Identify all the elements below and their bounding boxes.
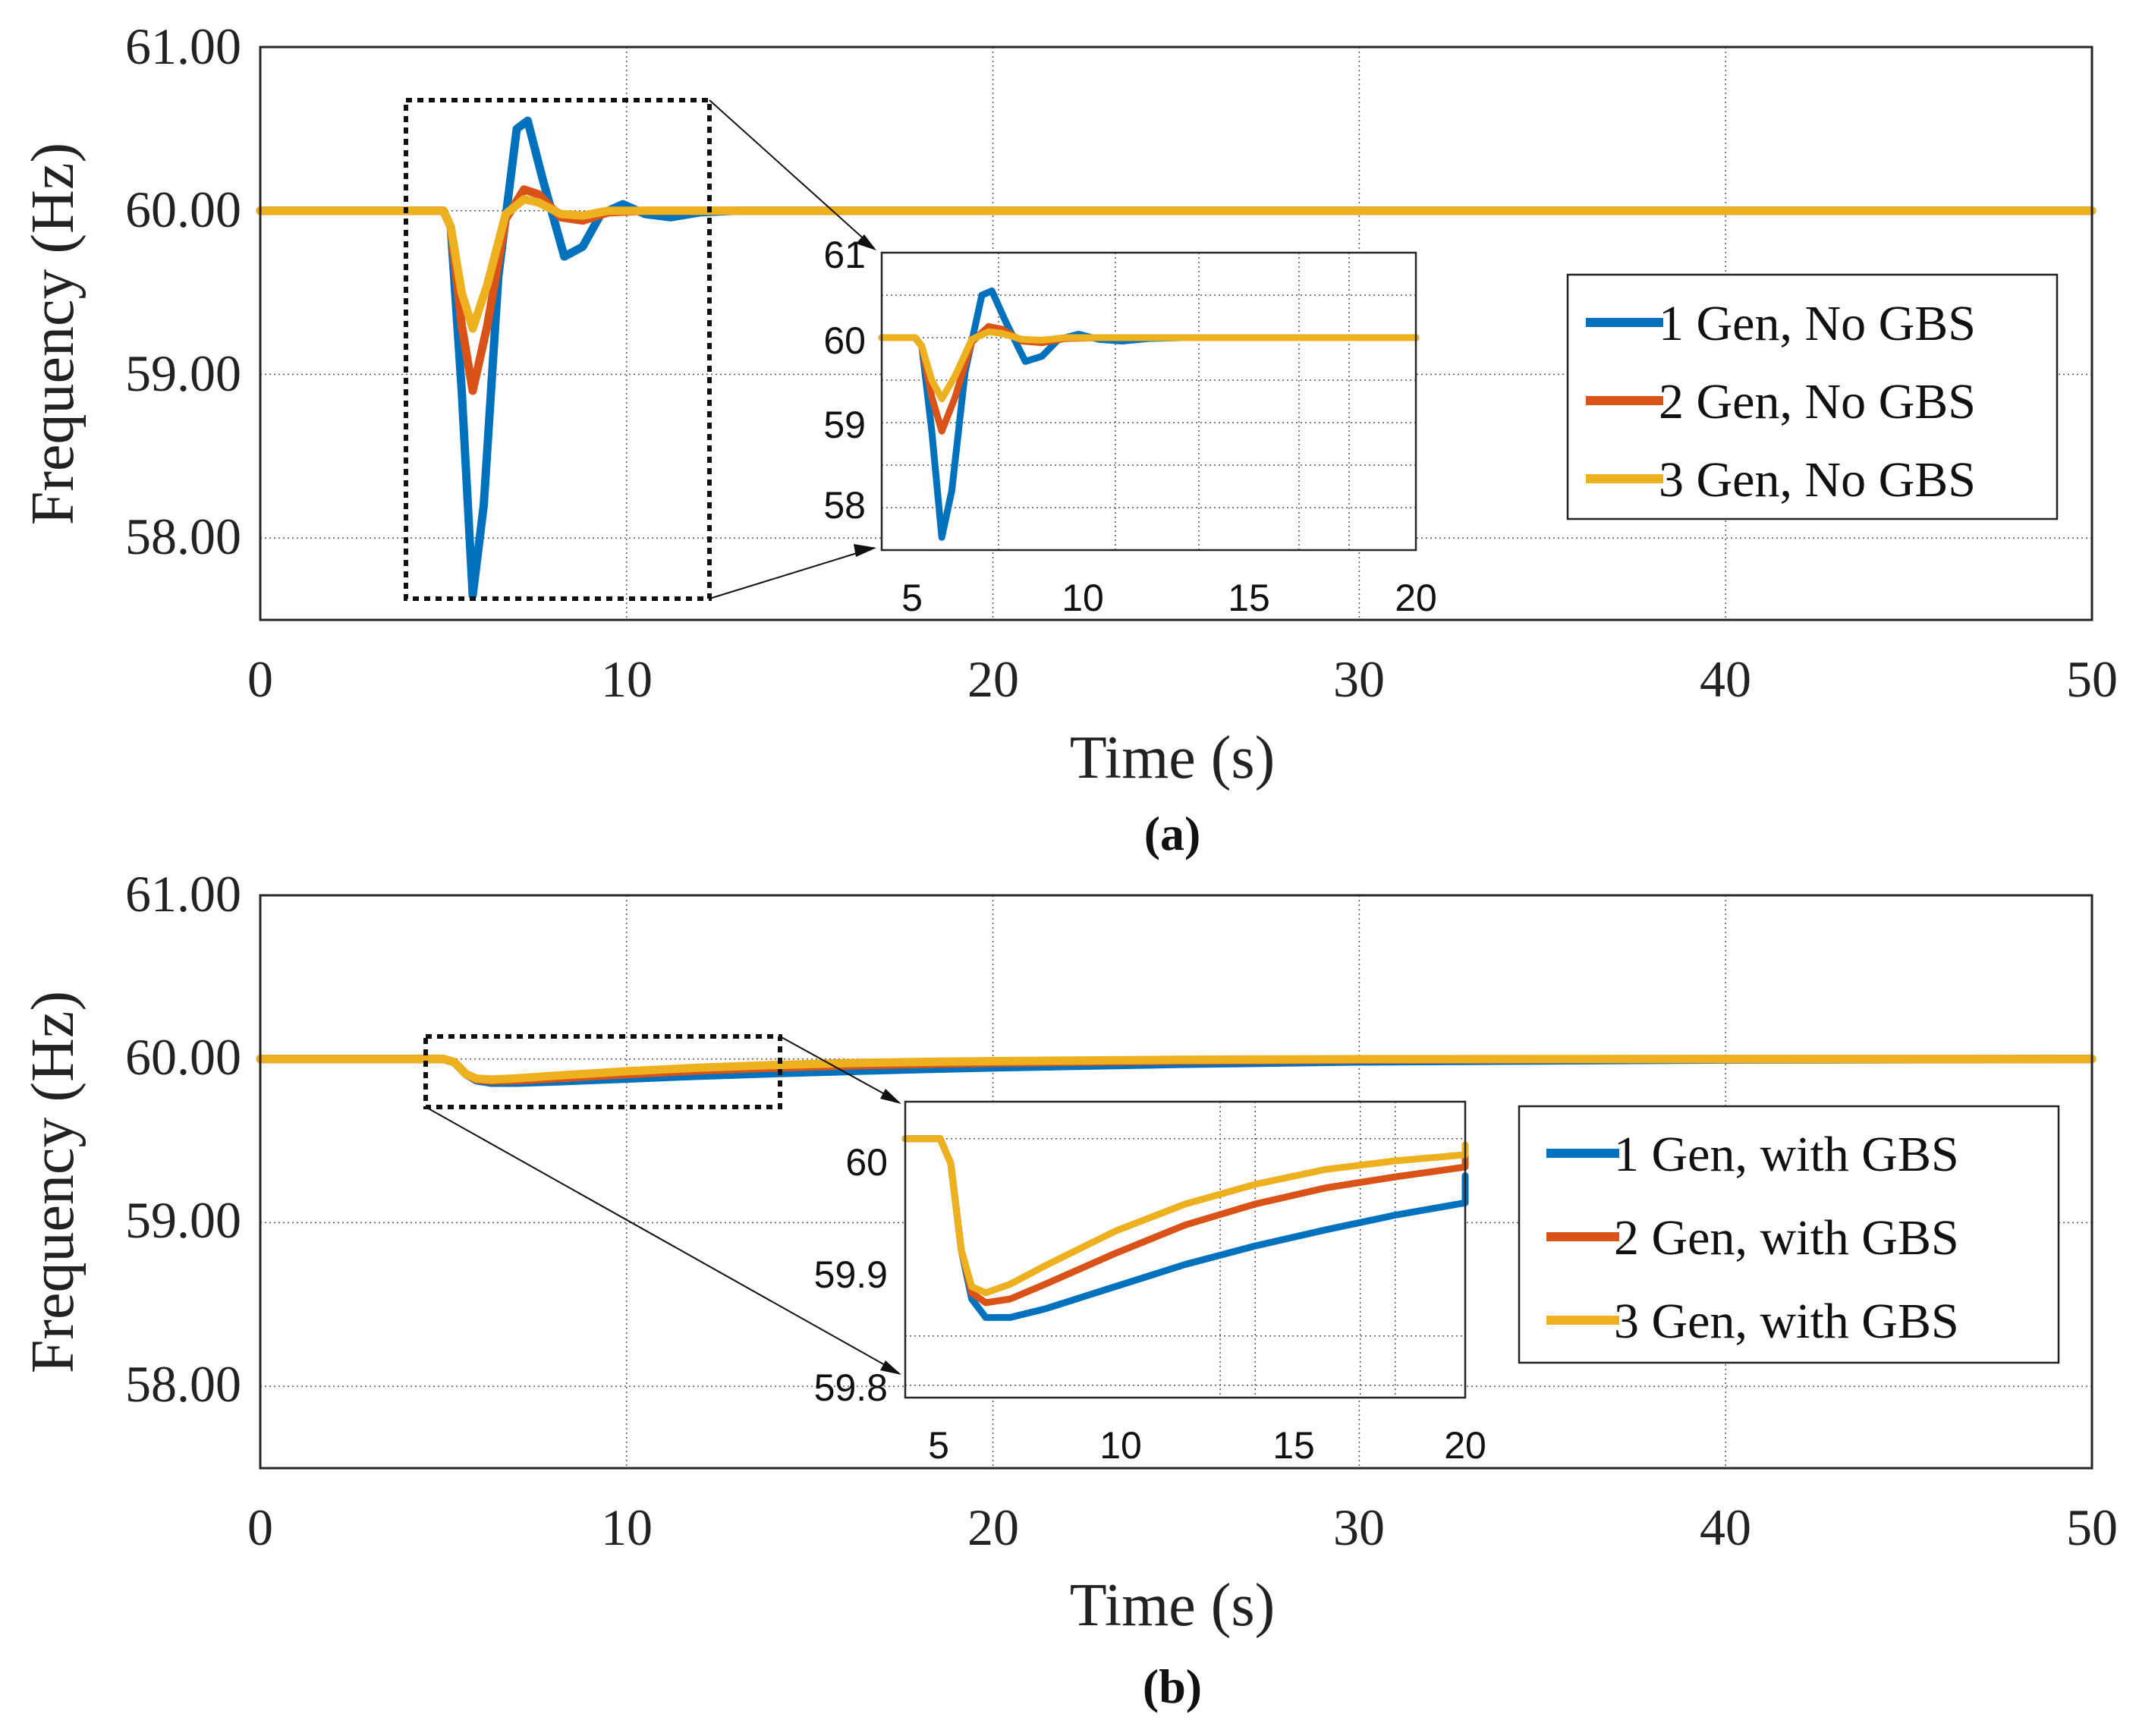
panel-b-inset-grid [905, 1102, 1465, 1398]
panel-b-xtick: 50 [2066, 1499, 2118, 1556]
panel-b-ylabel: Frequency (Hz) [20, 991, 87, 1373]
panel-a-caption: (a) [1144, 807, 1201, 860]
panel-b-connector-line [425, 1106, 899, 1373]
panel-a-series-line-3 [256, 195, 2097, 333]
panel-a-ytick: 59.00 [125, 344, 241, 402]
panel-b-series-line-3 [256, 1055, 2097, 1084]
panel-a-inset-xtick: 10 [1062, 577, 1104, 619]
panel-a-xtick: 50 [2066, 650, 2118, 708]
panel-a-ylabel: Frequency (Hz) [20, 143, 87, 525]
panel-a-connector-line [709, 99, 875, 249]
panel-a-legend-label-3: 3 Gen, No GBS [1659, 452, 1976, 508]
panel-b-connector-line [779, 1036, 899, 1102]
panel-b-xtick: 30 [1333, 1499, 1385, 1556]
panel-a-ytick: 58.00 [125, 508, 241, 565]
panel-a-inset-xtick: 5 [901, 577, 923, 619]
panel-b-inset-frame [904, 1100, 1467, 1399]
panel-b-legend-label-2: 2 Gen, with GBS [1614, 1210, 1959, 1266]
panel-a-legend-label-2: 2 Gen, No GBS [1659, 374, 1976, 429]
panel-b-inset-ytick: 60 [845, 1141, 888, 1184]
panel-b-legend-label-3: 3 Gen, with GBS [1614, 1294, 1959, 1349]
panel-a-inset-ytick: 61 [823, 234, 866, 276]
arrow-head-icon [854, 544, 876, 557]
panel-b-xtick: 20 [967, 1499, 1019, 1556]
panel-a-inset-background [882, 253, 1416, 550]
panel-a-lines [256, 116, 2097, 600]
panel-a-xlabel: Time (s) [1070, 725, 1275, 791]
panel-b-inset-xtick: 15 [1272, 1424, 1315, 1467]
panel-b-inset-xtick: 20 [1444, 1424, 1486, 1467]
panel-a-connector-line [709, 547, 875, 599]
panel-b-xtick: 10 [601, 1499, 653, 1556]
panel-a-xtick: 30 [1333, 650, 1385, 708]
panel-b-inset-xtick: 10 [1099, 1424, 1142, 1467]
panel-a-ytick: 61.00 [125, 17, 241, 75]
panel-a-inset-frame [880, 251, 1417, 552]
panel-a: 58.00 59.00 60.00 61.00 0 10 20 30 40 50… [20, 17, 2118, 860]
panel-a-inset-ytick: 58 [823, 484, 866, 527]
panel-b-inset-ytick: 59.8 [814, 1366, 888, 1409]
panel-b-xtick: 0 [247, 1499, 273, 1556]
panel-b: 58.00 59.00 60.00 61.00 0 10 20 30 40 50… [20, 865, 2118, 1713]
panel-b-legend-label-1: 1 Gen, with GBS [1614, 1127, 1959, 1182]
panel-b-ytick: 58.00 [125, 1355, 241, 1413]
panel-a-inset-lines [878, 287, 1420, 541]
panel-a-ytick: 60.00 [125, 181, 241, 238]
panel-a-plot-frame [259, 46, 2093, 621]
panel-b-caption: (b) [1143, 1659, 1202, 1713]
panel-b-xtick: 40 [1700, 1499, 1751, 1556]
panel-a-xtick: 0 [247, 650, 273, 708]
panel-a-xtick: 40 [1700, 650, 1751, 708]
arrow-head-icon [856, 234, 876, 250]
panel-a-inset-ytick: 59 [823, 404, 866, 446]
panel-a-legend-label-1: 1 Gen, No GBS [1659, 296, 1976, 351]
arrow-head-icon [880, 1089, 901, 1104]
panel-b-xlabel: Time (s) [1070, 1572, 1275, 1639]
panel-a-inset-series-line-3 [878, 328, 1420, 403]
panel-b-zoom-box [423, 1034, 782, 1109]
panel-a-zoom-box [404, 98, 712, 601]
panel-b-ytick: 60.00 [125, 1028, 241, 1086]
panel-a-xtick: 10 [601, 650, 653, 708]
panel-b-ytick: 59.00 [125, 1191, 241, 1249]
panel-b-inset-lines [901, 1135, 1469, 1321]
panel-b-plot-frame [259, 894, 2093, 1470]
panel-a-inset-xtick: 15 [1228, 577, 1270, 619]
panel-b-lines [256, 1055, 2097, 1087]
panel-a-xtick: 20 [967, 650, 1019, 708]
panel-b-inset-background [905, 1102, 1465, 1398]
panel-b-inset-xtick: 5 [928, 1424, 949, 1467]
panel-a-inset-ytick: 60 [823, 319, 866, 362]
arrow-head-icon [880, 1360, 901, 1375]
panel-b-inset-ytick: 59.9 [814, 1253, 888, 1296]
panel-a-inset-xtick: 20 [1395, 577, 1437, 619]
panel-b-ytick: 61.00 [125, 865, 241, 923]
panel-b-inset-series-line-3 [901, 1135, 1469, 1297]
